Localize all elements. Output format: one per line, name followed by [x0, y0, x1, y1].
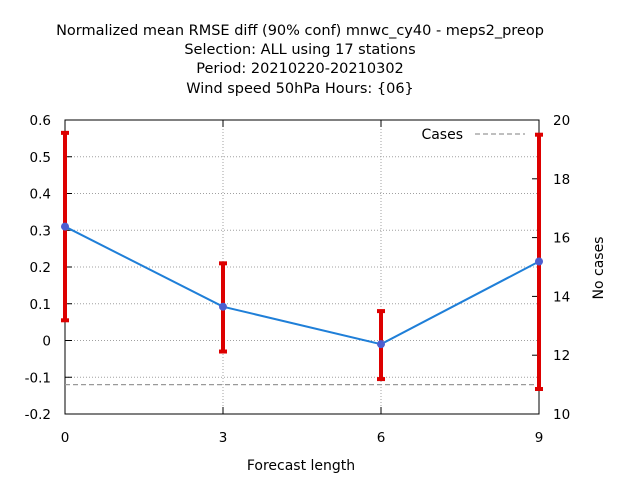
y-tick-label: 0.5 — [30, 150, 51, 166]
y2-axis-label: No cases — [591, 237, 607, 300]
data-point — [535, 257, 543, 266]
y2-tick-label: 16 — [553, 231, 570, 247]
title-line-1: Normalized mean RMSE diff (90% conf) mnw… — [56, 23, 544, 39]
y-tick-label: 0.1 — [30, 297, 51, 313]
legend-label-cases: Cases — [421, 127, 463, 143]
data-point — [219, 302, 227, 311]
y-tick-label: -0.2 — [25, 407, 51, 423]
x-tick-label: 6 — [377, 430, 386, 446]
chart-title: Normalized mean RMSE diff (90% conf) mnw… — [56, 23, 544, 97]
x-tick-label: 0 — [61, 430, 70, 446]
title-line-3: Period: 20210220-20210302 — [196, 61, 404, 77]
y2-tick-label: 20 — [553, 113, 570, 129]
y2-tick-label: 18 — [553, 172, 570, 188]
x-tick-label: 9 — [535, 430, 544, 446]
title-line-2: Selection: ALL using 17 stations — [184, 42, 415, 58]
y-axis-ticks: 0.6 0.5 0.4 0.3 0.2 0.1 0 -0.1 -0.2 — [25, 113, 72, 423]
y-tick-label: -0.1 — [25, 370, 51, 386]
title-line-4: Wind speed 50hPa Hours: {06} — [186, 81, 414, 97]
x-tick-label: 3 — [219, 430, 228, 446]
legend: Cases — [421, 127, 525, 143]
y2-tick-label: 10 — [553, 407, 570, 423]
y2-tick-label: 12 — [553, 348, 570, 364]
y-tick-label: 0.2 — [30, 260, 51, 276]
grid — [65, 120, 539, 414]
data-point — [377, 340, 385, 349]
y-tick-label: 0.4 — [30, 187, 51, 203]
y2-tick-label: 14 — [553, 289, 570, 305]
x-axis-label: Forecast length — [247, 458, 355, 474]
data-point — [61, 222, 69, 231]
y-tick-label: 0.3 — [30, 223, 51, 239]
y-tick-label: 0 — [42, 334, 51, 350]
y-tick-label: 0.6 — [30, 113, 51, 129]
x-axis-ticks: 0 3 6 9 — [61, 120, 544, 446]
rmse-diff-line — [64, 225, 540, 346]
rmse-diff-series — [61, 222, 543, 349]
